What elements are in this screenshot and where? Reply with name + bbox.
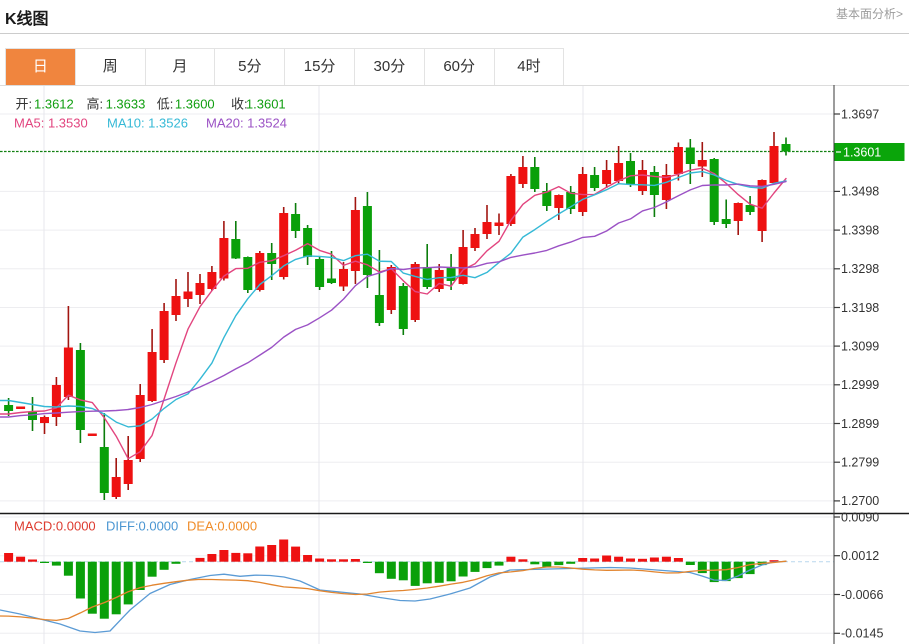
svg-text:DIFF:0.0000: DIFF:0.0000 (106, 519, 178, 534)
svg-text:0.0090: 0.0090 (841, 510, 879, 524)
svg-text:1.3198: 1.3198 (841, 301, 879, 315)
svg-text:1.3612: 1.3612 (34, 97, 74, 112)
svg-text:1.3697: 1.3697 (841, 107, 879, 121)
svg-text:1.3633: 1.3633 (106, 97, 146, 112)
svg-text:1.3600: 1.3600 (175, 97, 215, 112)
svg-text:收:: 收: (231, 97, 248, 112)
svg-text:1.2799: 1.2799 (841, 456, 879, 470)
svg-text:1.2899: 1.2899 (841, 417, 879, 431)
svg-text:1.2999: 1.2999 (841, 378, 879, 392)
svg-text:1.3398: 1.3398 (841, 223, 879, 237)
svg-text:1.3099: 1.3099 (841, 339, 879, 353)
svg-text:开:: 开: (16, 97, 33, 112)
svg-text:-0.0066: -0.0066 (841, 588, 883, 602)
svg-text:0.0012: 0.0012 (841, 549, 879, 563)
svg-text:MA20: 1.3524: MA20: 1.3524 (206, 116, 287, 131)
svg-text:-0.0145: -0.0145 (841, 627, 883, 641)
svg-text:1.3498: 1.3498 (841, 185, 879, 199)
svg-text:1.3601: 1.3601 (843, 145, 881, 159)
svg-text:高:: 高: (87, 97, 104, 112)
svg-text:低:: 低: (157, 97, 174, 112)
svg-text:MACD:0.0000: MACD:0.0000 (14, 519, 96, 534)
svg-text:MA5: 1.3530: MA5: 1.3530 (14, 116, 88, 131)
svg-text:1.3601: 1.3601 (246, 97, 286, 112)
svg-text:1.2700: 1.2700 (841, 494, 879, 508)
svg-text:DEA:0.0000: DEA:0.0000 (187, 519, 257, 534)
svg-text:MA10: 1.3526: MA10: 1.3526 (107, 116, 188, 131)
svg-text:1.3298: 1.3298 (841, 262, 879, 276)
